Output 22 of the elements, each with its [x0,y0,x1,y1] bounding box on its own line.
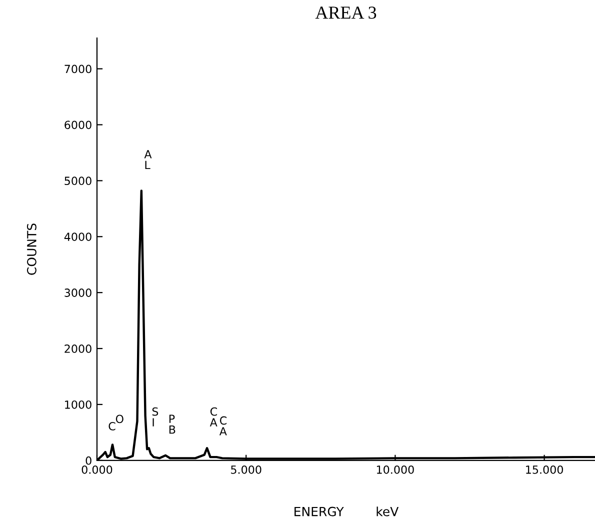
annotation: O [116,414,124,424]
y-tick-label: 1000 [65,400,92,409]
chart-title: AREA 3 [315,6,376,19]
y-tick-label: 7000 [64,64,92,74]
y-tick-label: 3000 [64,288,92,297]
x-tick-label: 15.000 [526,465,564,474]
y-tick-label: 6000 [64,120,92,130]
annotation: C [108,422,116,430]
y-tick-label: 4000 [64,232,92,242]
x-tick-label: 0.000 [82,465,112,474]
y-tick-label: 0 [86,456,92,465]
y-tick-label: 5000 [64,176,92,186]
annotation: AL [144,150,152,169]
annotation: CA [219,416,227,436]
x-tick-label: 10.000 [376,465,414,474]
y-axis-title: COUNTS [26,224,36,275]
x-axis-title: ENERGY keV [294,506,399,516]
annotation: CA [210,407,218,426]
y-tick-label: 2000 [64,344,92,353]
annotation: PB [169,414,176,434]
x-tick-label: 5.000 [231,465,262,474]
annotation: SI [152,407,158,426]
